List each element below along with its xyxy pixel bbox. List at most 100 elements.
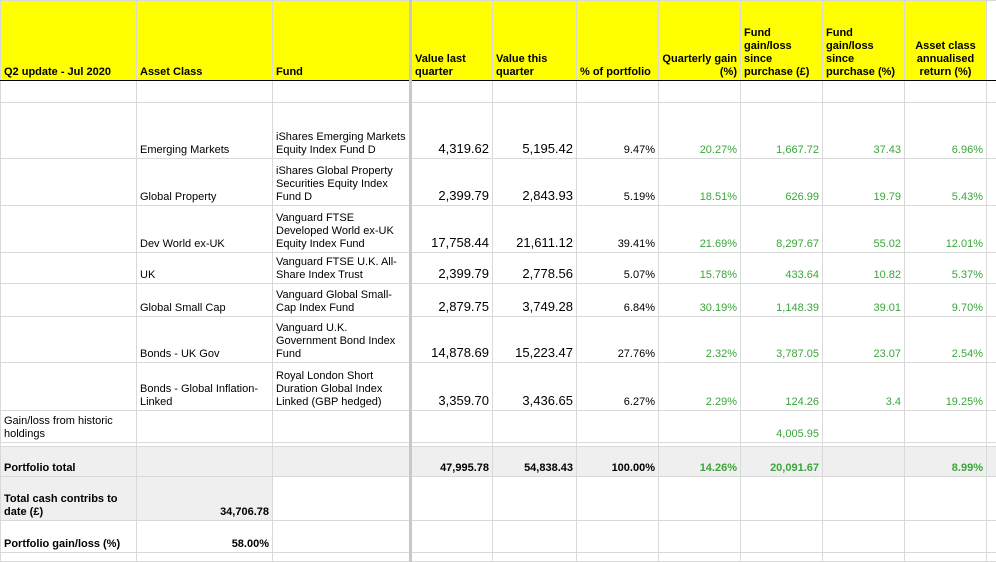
empty-cell xyxy=(823,447,905,477)
cell: 3.4 xyxy=(823,363,905,411)
spacer-row xyxy=(1,553,996,562)
cell: 58.00% xyxy=(137,521,273,553)
empty-cell xyxy=(1,317,137,363)
cell: Bonds - Global Inflation-Linked xyxy=(137,363,273,411)
cell: 21.69% xyxy=(659,206,741,253)
empty-cell xyxy=(905,81,987,103)
empty-cell xyxy=(659,81,741,103)
cell: 3,749.28 xyxy=(493,284,577,317)
cell: Global Property xyxy=(137,159,273,206)
empty-cell xyxy=(987,477,996,521)
cell: Portfolio gain/loss (%) xyxy=(1,521,137,553)
cell: 1,148.39 xyxy=(741,284,823,317)
cell: 27.76% xyxy=(577,317,659,363)
empty-cell xyxy=(823,521,905,553)
header-cell: % of portfolio xyxy=(577,1,659,81)
empty-cell xyxy=(411,411,493,443)
empty-cell xyxy=(493,521,577,553)
empty-cell xyxy=(905,521,987,553)
cell: 5,195.42 xyxy=(493,103,577,159)
empty-cell xyxy=(1,253,137,284)
cell: 20,091.67 xyxy=(741,447,823,477)
empty-cell xyxy=(273,553,411,562)
empty-cell xyxy=(987,447,996,477)
empty-cell xyxy=(1,103,137,159)
empty-cell xyxy=(987,206,996,253)
empty-cell xyxy=(1,206,137,253)
cell: iShares Global Property Securities Equit… xyxy=(273,159,411,206)
cell: 2,843.93 xyxy=(493,159,577,206)
empty-cell xyxy=(987,159,996,206)
empty-cell xyxy=(823,477,905,521)
cell: 6.96% xyxy=(905,103,987,159)
cell: 39.41% xyxy=(577,206,659,253)
empty-cell xyxy=(411,553,493,562)
cell: 37.43 xyxy=(823,103,905,159)
empty-cell xyxy=(411,521,493,553)
header-cell: Value this quarter xyxy=(493,1,577,81)
cell: 6.27% xyxy=(577,363,659,411)
cell: 21,611.12 xyxy=(493,206,577,253)
empty-cell xyxy=(577,81,659,103)
empty-cell xyxy=(659,553,741,562)
empty-cell xyxy=(273,447,411,477)
cell: Portfolio total xyxy=(1,447,137,477)
cell: UK xyxy=(137,253,273,284)
cell: 3,359.70 xyxy=(411,363,493,411)
cell: Bonds - UK Gov xyxy=(137,317,273,363)
cell: 626.99 xyxy=(741,159,823,206)
cell: 1,667.72 xyxy=(741,103,823,159)
cell: Total cash contribs to date (£) xyxy=(1,477,137,521)
header-cell: Fund gain/loss since purchase (%) xyxy=(823,1,905,81)
spacer-row xyxy=(1,81,996,103)
empty-cell xyxy=(137,553,273,562)
header-cell: Value last quarter xyxy=(411,1,493,81)
empty-cell xyxy=(987,317,996,363)
cell: 14.26% xyxy=(659,447,741,477)
empty-cell xyxy=(577,411,659,443)
cell: 18.51% xyxy=(659,159,741,206)
empty-cell xyxy=(411,81,493,103)
header-cell: Quarterly gain (%) xyxy=(659,1,741,81)
cell: 9.70% xyxy=(905,284,987,317)
cell: 433.64 xyxy=(741,253,823,284)
cell: 34,706.78 xyxy=(137,477,273,521)
empty-cell xyxy=(987,1,996,81)
empty-cell xyxy=(273,521,411,553)
cell: 39.01 xyxy=(823,284,905,317)
cell: 3,436.65 xyxy=(493,363,577,411)
cell: 2,399.79 xyxy=(411,159,493,206)
header-cell: Fund gain/loss since purchase (£) xyxy=(741,1,823,81)
data-row: Portfolio gain/loss (%)58.00% xyxy=(1,521,996,553)
header-cell: Asset class annualised return (%) xyxy=(905,1,987,81)
cell: 30.19% xyxy=(659,284,741,317)
empty-cell xyxy=(577,477,659,521)
empty-cell xyxy=(987,411,996,443)
empty-cell xyxy=(1,81,137,103)
empty-cell xyxy=(411,477,493,521)
empty-cell xyxy=(137,81,273,103)
empty-cell xyxy=(137,411,273,443)
header-cell: Q2 update - Jul 2020 xyxy=(1,1,137,81)
cell: 19.25% xyxy=(905,363,987,411)
data-row: Total cash contribs to date (£)34,706.78 xyxy=(1,477,996,521)
header-cell: Fund xyxy=(273,1,411,81)
cell: 5.37% xyxy=(905,253,987,284)
empty-cell xyxy=(987,363,996,411)
empty-cell xyxy=(493,81,577,103)
cell: Global Small Cap xyxy=(137,284,273,317)
cell: Gain/loss from historic holdings xyxy=(1,411,137,443)
empty-cell xyxy=(987,103,996,159)
cell: 19.79 xyxy=(823,159,905,206)
empty-cell xyxy=(823,411,905,443)
cell: 15.78% xyxy=(659,253,741,284)
cell: 8,297.67 xyxy=(741,206,823,253)
cell: 6.84% xyxy=(577,284,659,317)
